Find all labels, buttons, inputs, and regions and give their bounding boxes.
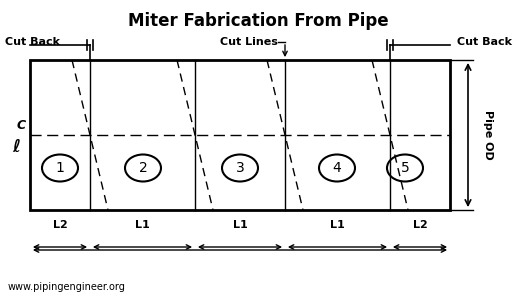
Text: Pipe OD: Pipe OD [483, 110, 493, 160]
Text: 2: 2 [139, 161, 147, 175]
Text: C: C [17, 119, 26, 132]
Text: Cut Lines: Cut Lines [220, 37, 278, 47]
Text: Miter Fabrication From Pipe: Miter Fabrication From Pipe [128, 12, 388, 30]
Bar [30, 60, 450, 210]
Text: L2: L2 [53, 220, 67, 230]
Text: 1: 1 [55, 161, 65, 175]
Text: Cut Back: Cut Back [5, 37, 60, 47]
Text: L2: L2 [413, 220, 428, 230]
Text: 3: 3 [236, 161, 245, 175]
Text: L1: L1 [135, 220, 150, 230]
Text: ℓ: ℓ [12, 138, 20, 156]
Text: 4: 4 [332, 161, 341, 175]
Text: 5: 5 [401, 161, 409, 175]
Text: L1: L1 [330, 220, 345, 230]
Text: www.pipingengineer.org: www.pipingengineer.org [8, 282, 126, 292]
Text: Cut Back: Cut Back [457, 37, 512, 47]
Text: L1: L1 [233, 220, 247, 230]
